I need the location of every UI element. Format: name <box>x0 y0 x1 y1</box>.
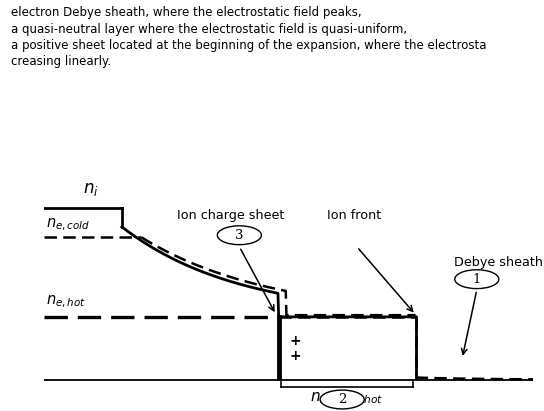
Text: 2: 2 <box>338 393 347 406</box>
Circle shape <box>320 390 364 409</box>
Circle shape <box>455 270 499 289</box>
Text: creasing linearly.: creasing linearly. <box>11 55 111 69</box>
Text: $n_i$: $n_i$ <box>83 180 98 198</box>
Text: $n_{e,hot}$: $n_{e,hot}$ <box>46 293 86 309</box>
Text: 3: 3 <box>235 229 244 242</box>
Circle shape <box>218 226 262 245</box>
Text: Debye sheath: Debye sheath <box>454 256 543 269</box>
Text: Ion charge sheet: Ion charge sheet <box>177 209 284 222</box>
Text: $n_i = n_{e,hot}$: $n_i = n_{e,hot}$ <box>311 391 384 407</box>
Text: 1: 1 <box>473 272 481 286</box>
Text: electron Debye sheath, where the electrostatic field peaks,: electron Debye sheath, where the electro… <box>11 6 362 19</box>
Text: Ion front: Ion front <box>327 209 381 222</box>
Text: a positive sheet located at the beginning of the expansion, where the electrosta: a positive sheet located at the beginnin… <box>11 39 486 52</box>
Text: $n_{e,cold}$: $n_{e,cold}$ <box>46 217 90 233</box>
Text: +: + <box>290 334 301 348</box>
Text: a quasi-neutral layer where the electrostatic field is quasi-uniform,: a quasi-neutral layer where the electros… <box>11 23 407 36</box>
Text: +: + <box>290 349 301 363</box>
